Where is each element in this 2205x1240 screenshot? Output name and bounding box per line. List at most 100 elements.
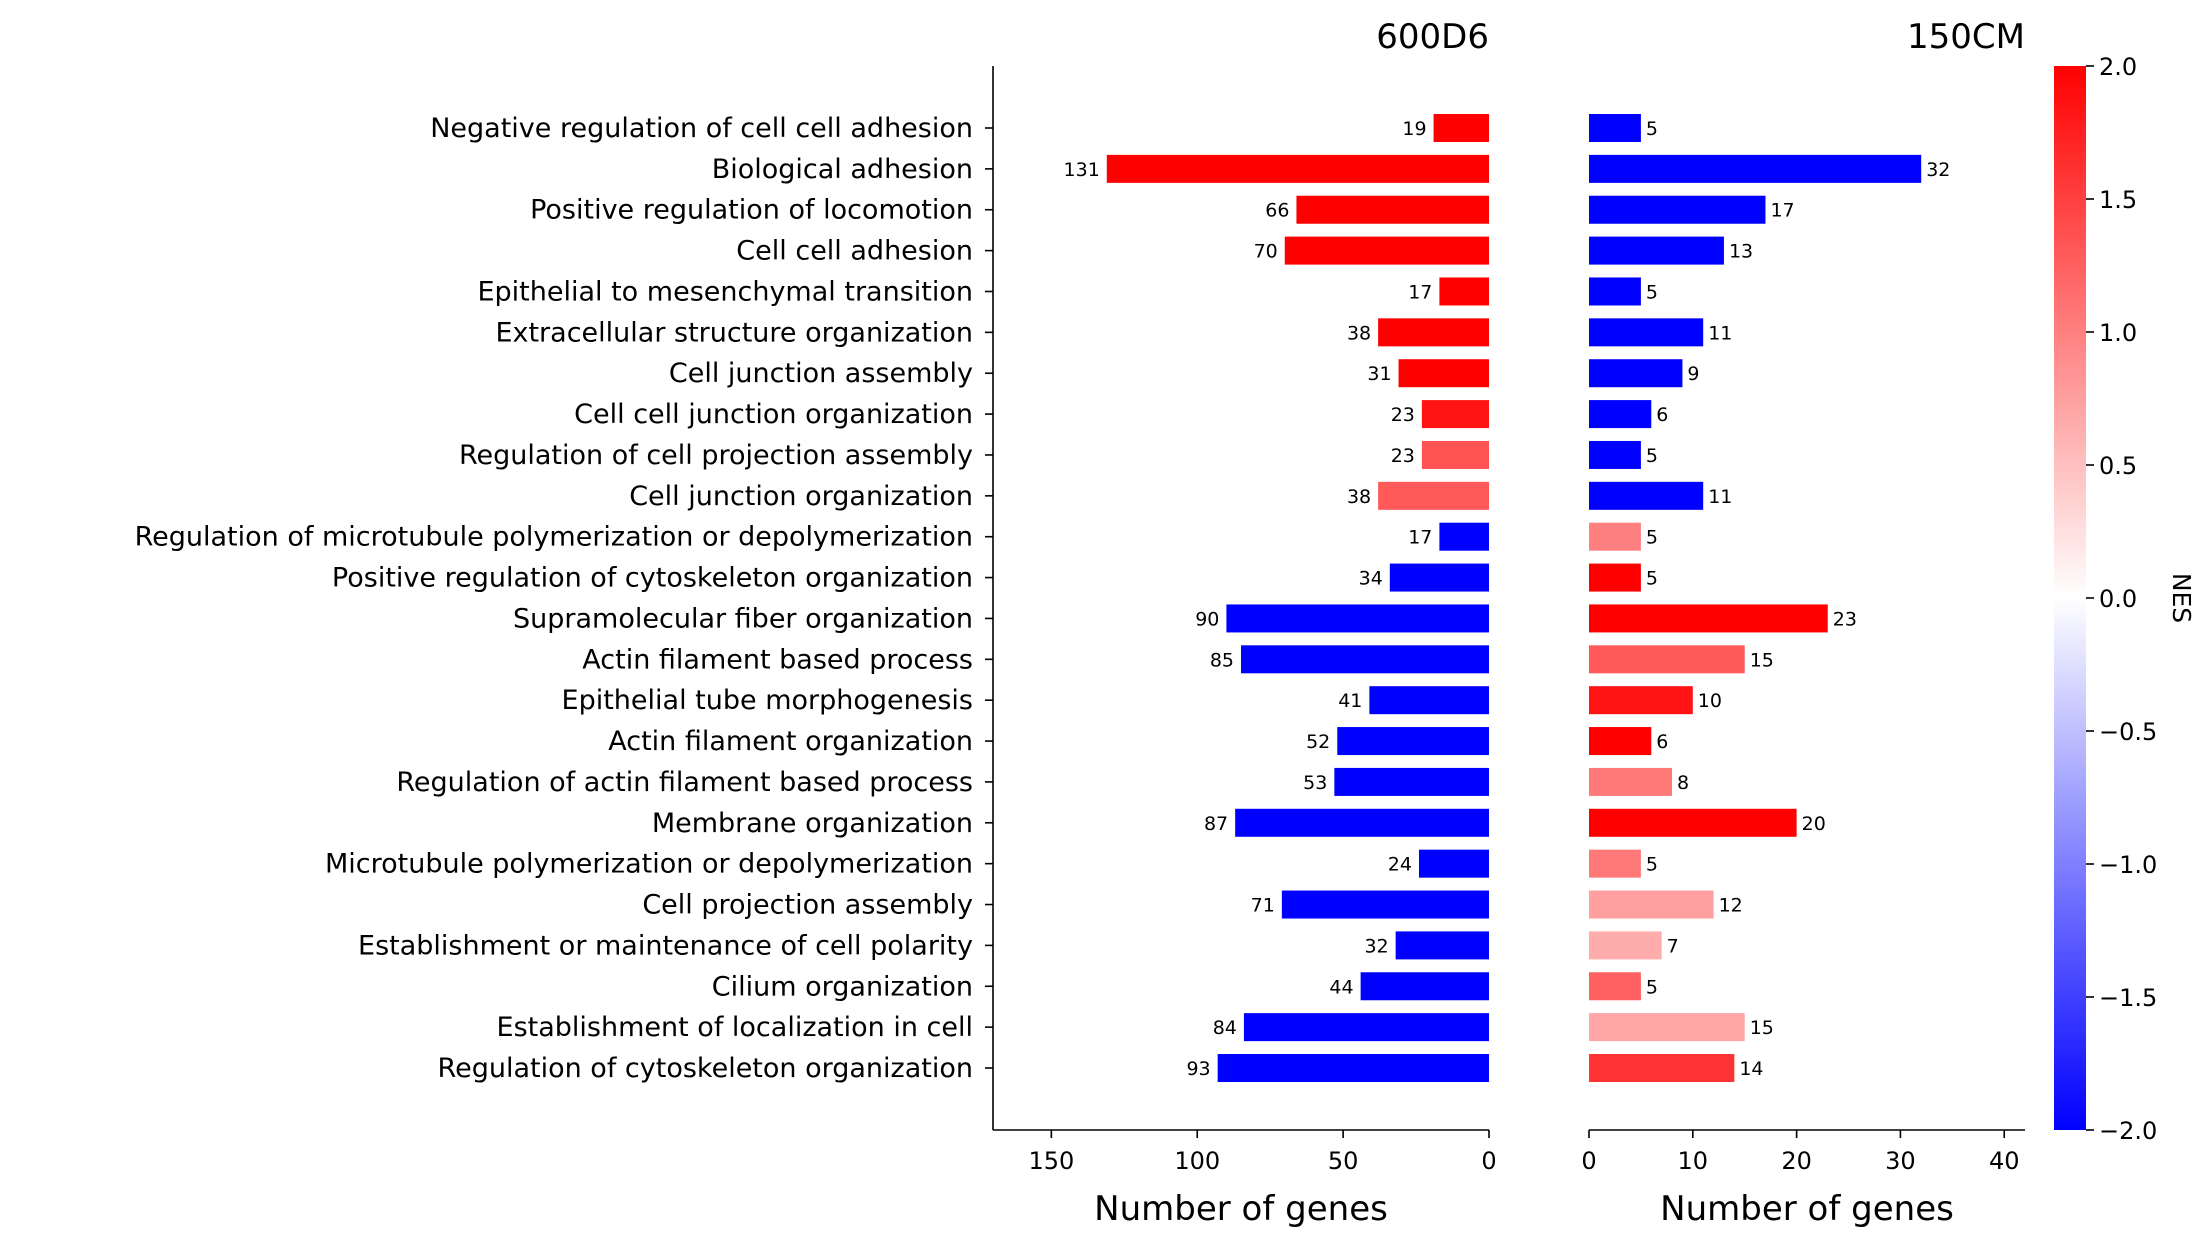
bar-150cm (1589, 604, 1828, 633)
value-label-600d6: 19 (1402, 118, 1426, 140)
value-label-150cm: 5 (1646, 976, 1658, 998)
x-tick-label-150cm: 0 (1581, 1147, 1596, 1175)
bar-150cm (1589, 522, 1641, 551)
value-label-600d6: 131 (1064, 159, 1100, 181)
category-label: Cell cell adhesion (736, 236, 973, 267)
bar-600d6 (1106, 154, 1489, 183)
bar-600d6 (1439, 522, 1489, 551)
x-tick-label-600d6: 150 (1028, 1147, 1074, 1175)
category-label: Biological adhesion (712, 154, 973, 185)
bar-600d6 (1241, 645, 1489, 674)
bar-150cm (1589, 440, 1641, 469)
value-label-150cm: 5 (1646, 527, 1658, 549)
bar-150cm (1589, 195, 1766, 224)
value-label-600d6: 34 (1359, 568, 1383, 590)
bar-600d6 (1226, 604, 1489, 633)
colorbar-ticks: 2.0 1.5 1.0 0.5 0.0 −0.5 −1.0 −1.5 −2.0 (2086, 53, 2157, 1145)
category-label: Cell junction organization (629, 481, 973, 512)
value-label-150cm: 5 (1646, 445, 1658, 467)
bar-150cm (1589, 236, 1724, 265)
bar-600d6 (1235, 808, 1489, 837)
category-label: Positive regulation of cytoskeleton orga… (332, 563, 973, 594)
value-label-600d6: 90 (1195, 608, 1219, 630)
bar-150cm (1589, 1054, 1735, 1083)
value-label-600d6: 31 (1367, 363, 1391, 385)
bar-600d6 (1369, 686, 1489, 715)
bar-600d6 (1398, 359, 1489, 388)
bar-150cm (1589, 686, 1693, 715)
category-label: Negative regulation of cell cell adhesio… (430, 113, 973, 144)
value-label-600d6: 24 (1388, 854, 1412, 876)
category-label: Actin filament organization (608, 726, 973, 757)
bar-600d6 (1296, 195, 1489, 224)
bar-600d6 (1439, 277, 1489, 306)
value-label-150cm: 5 (1646, 281, 1658, 303)
bar-150cm (1589, 359, 1683, 388)
bar-150cm (1589, 972, 1641, 1001)
category-label: Supramolecular fiber organization (513, 603, 973, 634)
value-label-600d6: 66 (1265, 200, 1289, 222)
value-label-600d6: 23 (1391, 404, 1415, 426)
value-label-600d6: 17 (1408, 281, 1432, 303)
category-label: Cell cell junction organization (574, 399, 973, 430)
value-label-150cm: 9 (1687, 363, 1699, 385)
category-label: Extracellular structure organization (495, 317, 973, 348)
bar-150cm (1589, 727, 1652, 756)
value-label-600d6: 84 (1213, 1017, 1237, 1039)
bar-600d6 (1360, 972, 1489, 1001)
bar-150cm (1589, 808, 1797, 837)
colorbar-tick-label: −2.0 (2099, 1117, 2157, 1145)
value-label-150cm: 8 (1677, 772, 1689, 794)
colorbar: 2.0 1.5 1.0 0.5 0.0 −0.5 −1.0 −1.5 −2.0 NES (2054, 53, 2196, 1145)
value-label-150cm: 5 (1646, 854, 1658, 876)
bar-600d6 (1334, 767, 1489, 796)
x-ticks-150cm: 0 10 20 30 40 (1581, 1130, 2020, 1175)
category-label: Cell projection assembly (642, 890, 973, 921)
category-label: Epithelial tube morphogenesis (562, 685, 973, 716)
colorbar-tick-label: −1.0 (2099, 851, 2157, 879)
value-label-600d6: 17 (1408, 527, 1432, 549)
bar-150cm (1589, 154, 1922, 183)
bar-600d6 (1418, 849, 1489, 878)
bar-600d6 (1389, 563, 1489, 592)
category-label: Membrane organization (652, 808, 973, 839)
value-label-600d6: 93 (1186, 1058, 1210, 1080)
category-labels: Negative regulation of cell cell adhesio… (135, 113, 973, 1084)
panel-title-150cm: 150CM (1907, 17, 2025, 57)
value-label-600d6: 71 (1251, 895, 1275, 917)
bar-150cm (1589, 645, 1745, 674)
value-label-150cm: 15 (1750, 649, 1774, 671)
x-tick-label-600d6: 0 (1481, 1147, 1496, 1175)
value-label-150cm: 23 (1833, 608, 1857, 630)
value-labels-600d6: 1913166701738312323381734908541525387247… (1064, 118, 1433, 1080)
colorbar-tick-label: −0.5 (2099, 718, 2157, 746)
category-label: Establishment or maintenance of cell pol… (358, 930, 973, 961)
value-label-150cm: 20 (1802, 813, 1826, 835)
bar-150cm (1589, 931, 1662, 960)
category-label: Regulation of cell projection assembly (459, 440, 973, 471)
bar-150cm (1589, 890, 1714, 919)
category-label: Cilium organization (712, 971, 973, 1002)
value-label-150cm: 32 (1926, 159, 1950, 181)
colorbar-gradient (2054, 66, 2086, 1130)
bar-150cm (1589, 1013, 1745, 1042)
x-tick-label-150cm: 40 (1989, 1147, 2020, 1175)
value-label-600d6: 53 (1303, 772, 1327, 794)
category-label: Positive regulation of locomotion (530, 195, 973, 226)
bar-600d6 (1337, 727, 1489, 756)
colorbar-label: NES (2167, 573, 2196, 623)
value-label-150cm: 5 (1646, 118, 1658, 140)
value-label-600d6: 38 (1347, 322, 1371, 344)
bar-600d6 (1284, 236, 1489, 265)
colorbar-tick-label: −1.5 (2099, 984, 2157, 1012)
value-label-600d6: 70 (1254, 241, 1278, 263)
bar-600d6 (1217, 1054, 1489, 1083)
bar-150cm (1589, 277, 1641, 306)
panel-600d6: 600D6 1913166701738312323381734908541525… (985, 17, 1497, 1229)
category-label: Regulation of microtubule polymerization… (135, 522, 973, 553)
x-tick-label-150cm: 20 (1781, 1147, 1812, 1175)
category-label: Cell junction assembly (669, 358, 973, 389)
bar-150cm (1589, 481, 1704, 510)
